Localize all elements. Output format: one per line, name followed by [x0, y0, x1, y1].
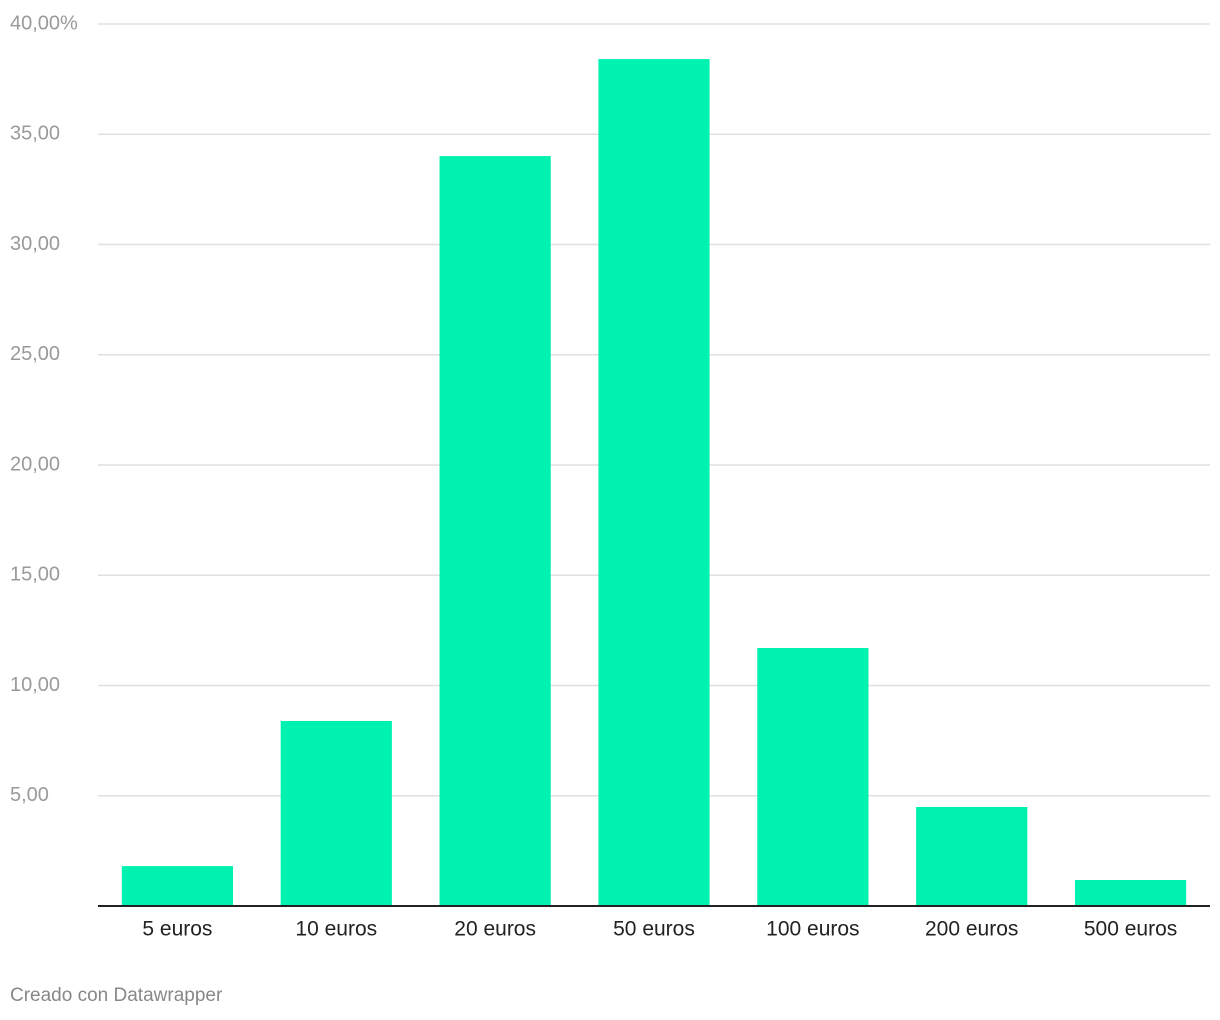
y-tick-label: 15,00 — [10, 564, 60, 586]
bar — [598, 59, 710, 906]
bar — [121, 866, 234, 906]
y-tick-label: 40,00% — [10, 12, 78, 34]
y-tick-label: 10,00 — [10, 674, 60, 696]
x-tick-label: 100 euros — [766, 918, 859, 941]
bar — [280, 721, 392, 906]
x-tick-label: 10 euros — [295, 918, 377, 941]
y-tick-label: 30,00 — [10, 233, 60, 255]
x-tick-label: 200 euros — [925, 918, 1018, 941]
x-tick-label: 5 euros — [142, 918, 212, 941]
bar — [439, 156, 551, 907]
x-tick-label: 500 euros — [1084, 918, 1177, 941]
bar — [916, 806, 1028, 906]
x-tick-label: 50 euros — [613, 918, 695, 941]
credit: Creado con Datawrapper — [10, 985, 223, 1006]
x-tick-label: 20 euros — [454, 918, 536, 941]
y-tick-label: 20,00 — [10, 453, 60, 475]
bar — [757, 648, 869, 906]
y-tick-label: 35,00 — [10, 123, 60, 145]
bar — [1074, 879, 1187, 906]
y-tick-label: 5,00 — [10, 784, 49, 806]
y-tick-label: 25,00 — [10, 343, 60, 365]
